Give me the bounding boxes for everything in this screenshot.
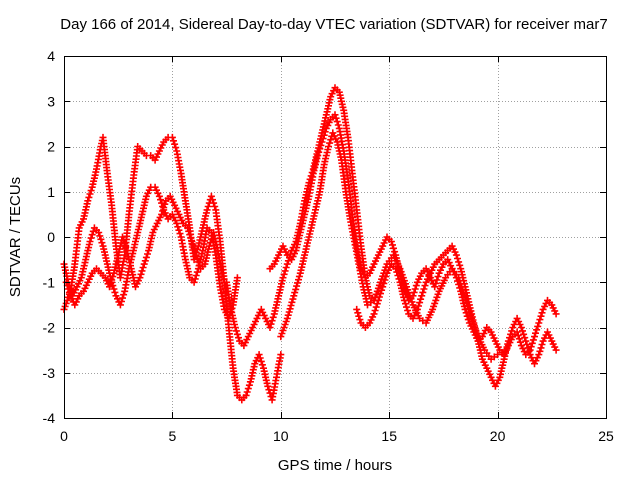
- y-tick-label: 2: [47, 139, 55, 155]
- y-axis-label: SDTVAR / TECUs: [7, 177, 24, 297]
- series-track-7: [277, 129, 502, 363]
- axis-ticks: [64, 56, 607, 419]
- x-tick-label: 15: [381, 428, 397, 444]
- series-track-4: [223, 84, 382, 350]
- x-tick-label: 25: [598, 428, 614, 444]
- y-tick-labels: 4 3 2 1 0 -1 -2 -3 -4: [43, 48, 56, 426]
- y-tick-label: -3: [43, 365, 56, 381]
- x-tick-label: 10: [273, 428, 289, 444]
- y-tick-label: 3: [47, 93, 55, 109]
- plus-markers: [223, 84, 382, 350]
- y-tick-label: 1: [47, 184, 55, 200]
- y-tick-label: -2: [43, 320, 56, 336]
- data-marks: [60, 84, 560, 404]
- y-tick-label: 0: [47, 229, 55, 245]
- x-tick-labels: 0 5 10 15 20 25: [60, 428, 614, 444]
- y-tick-label: -1: [43, 274, 56, 290]
- x-axis-label: GPS time / hours: [278, 457, 392, 474]
- grid: [64, 56, 606, 418]
- y-tick-label: 4: [47, 48, 55, 64]
- chart-title: Day 166 of 2014, Sidereal Day-to-day VTE…: [60, 16, 607, 33]
- x-tick-label: 0: [60, 428, 68, 444]
- plus-markers: [277, 129, 502, 363]
- x-tick-label: 5: [169, 428, 177, 444]
- y-tick-label: -4: [43, 410, 56, 426]
- x-tick-label: 20: [490, 428, 506, 444]
